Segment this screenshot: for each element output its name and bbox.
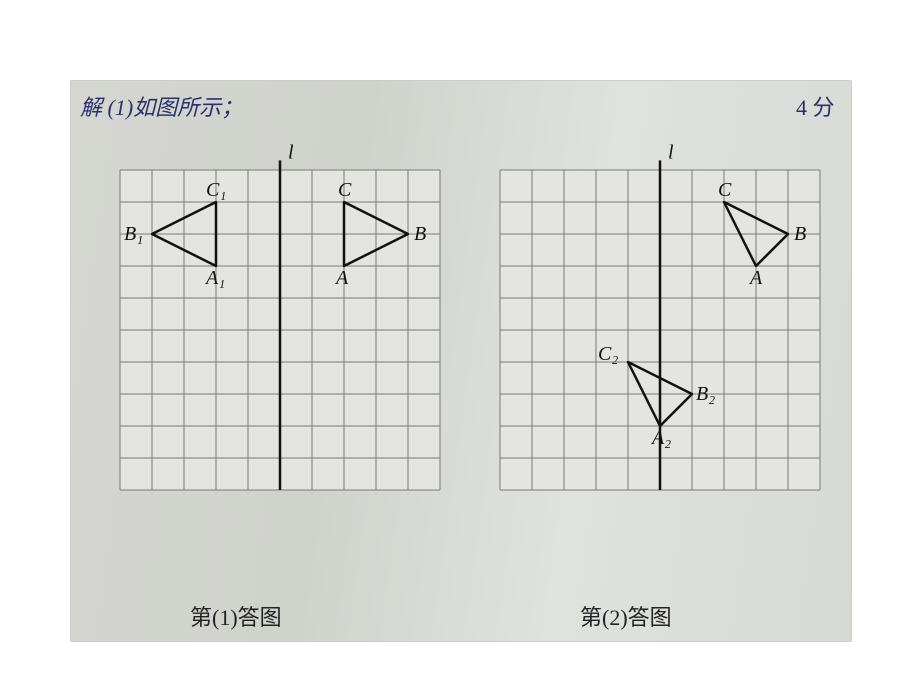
figure-2-svg: l A B C A₂ B₂ C₂ <box>470 140 850 520</box>
vertex-label-C1: C₁ <box>206 179 226 201</box>
vertex-label-C: C <box>338 179 352 201</box>
figure-2: l A B C A₂ B₂ C₂ <box>470 140 850 520</box>
vertex-label-C2: C₂ <box>598 343 618 365</box>
answer-text: 解 (1)如图所示； <box>80 90 243 122</box>
vertex-label-C: C <box>718 179 732 201</box>
vertex-label-A2: A₂ <box>650 427 671 449</box>
vertex-label-A1: A₁ <box>204 267 225 289</box>
axis-label-l: l <box>288 141 294 163</box>
figure-1-svg: l A B C A₁ B₁ C₁ <box>90 140 470 520</box>
vertex-label-A: A <box>748 267 763 289</box>
vertex-label-B: B <box>794 223 806 245</box>
vertex-label-B2: B₂ <box>696 383 715 405</box>
score-text: 4 分 <box>796 90 835 122</box>
figure-1-caption: 第(1)答图 <box>190 600 282 632</box>
axis-label-l: l <box>668 141 674 163</box>
vertex-label-B1: B₁ <box>124 223 143 245</box>
figure-2-caption: 第(2)答图 <box>580 600 672 632</box>
page: 解 (1)如图所示； 4 分 l A B C A₁ B₁ C₁ l A B C A₂ B₂ C₂ 第(1… <box>0 0 920 690</box>
vertex-label-B: B <box>414 223 426 245</box>
vertex-label-A: A <box>334 267 349 289</box>
figure-1: l A B C A₁ B₁ C₁ <box>90 140 470 520</box>
